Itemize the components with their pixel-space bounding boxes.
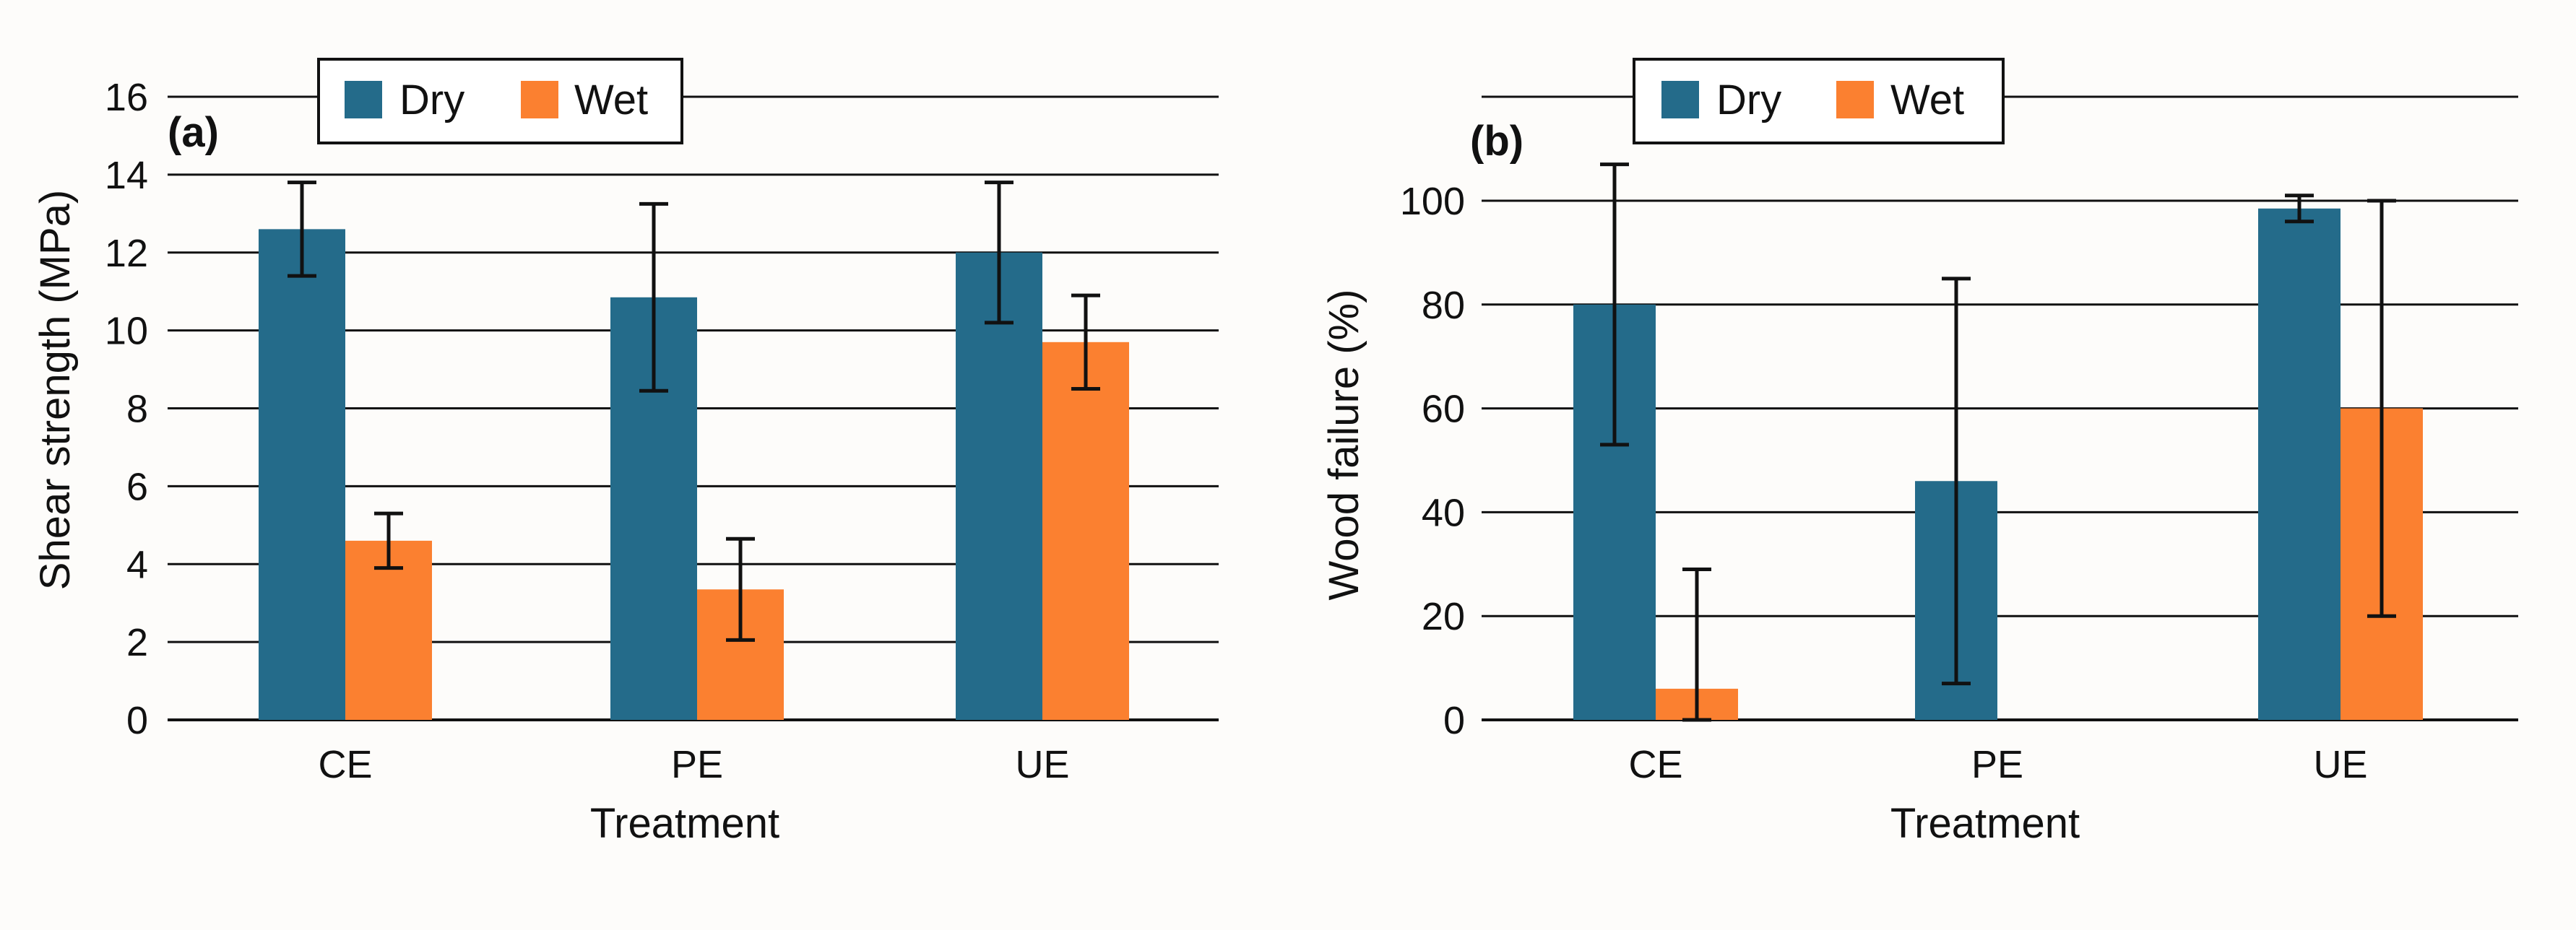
panel-b-bar-dry-ue	[2258, 208, 2341, 720]
panel-a-x-tick-labels: CE PE UE	[318, 743, 1069, 786]
panel-b-error-bars	[1600, 162, 2396, 722]
panel-a-y-tick-label: 0	[126, 699, 148, 742]
panel-a-y-axis-title: Shear strength (MPa)	[32, 190, 79, 590]
panel-a-y-tick-label: 4	[126, 543, 148, 586]
panel-b-x-tick-label: UE	[2313, 743, 2367, 786]
panel-a-x-tick-label: CE	[318, 743, 372, 786]
panel-a-error-bar-dry-pe	[639, 201, 668, 393]
panel-b-legend-swatch-dry	[1661, 81, 1699, 118]
panel-b-error-bar-wet-ce	[1682, 567, 1711, 722]
panel-b-x-tick-label: CE	[1628, 743, 1682, 786]
panel-b-y-tick-label: 0	[1443, 699, 1465, 742]
panel-a-bar-wet-ce	[345, 540, 432, 720]
panel-a-error-bar-wet-pe	[726, 536, 755, 642]
panel-a-error-bar-dry-ce	[288, 181, 316, 278]
panel-b-y-axis-title: Wood failure (%)	[1321, 290, 1367, 601]
panel-b-y-tick-labels: 0 20 40 60 80 100	[1400, 180, 1465, 742]
panel-a-legend-label-dry: Dry	[399, 77, 464, 123]
panel-a-y-tick-label: 12	[105, 232, 148, 275]
panel-b-legend-label-dry: Dry	[1716, 77, 1781, 123]
panel-b-legend-swatch-wet	[1836, 81, 1874, 118]
panel-a-error-bar-dry-ue	[985, 181, 1013, 325]
panel-b-error-bar-dry-pe	[1942, 277, 1971, 686]
panel-b-label: (b)	[1470, 118, 1523, 165]
panel-b-error-bar-dry-ue	[2285, 194, 2314, 224]
panel-b-legend: Dry Wet	[1633, 58, 2005, 144]
panel-a-x-tick-label: UE	[1015, 743, 1069, 786]
panel-a-legend-label-wet: Wet	[574, 77, 648, 123]
panel-a-x-tick-label: PE	[671, 743, 723, 786]
panel-b-y-tick-label: 40	[1422, 491, 1465, 534]
panel-b-y-tick-label: 20	[1422, 595, 1465, 638]
panel-a-bar-wet-ue	[1042, 342, 1129, 720]
panel-a-error-bars	[288, 181, 1100, 642]
panel-b-y-tick-label: 80	[1422, 284, 1465, 327]
panel-a-y-tick-label: 10	[105, 310, 148, 353]
panel-a-y-tick-label: 8	[126, 388, 148, 431]
panel-a-label: (a)	[168, 109, 219, 156]
panel-a-legend-swatch-wet	[521, 81, 558, 118]
panel-b-y-tick-label: 100	[1400, 180, 1465, 223]
panel-a-y-tick-label: 2	[126, 621, 148, 664]
panel-a-error-bar-wet-ue	[1071, 293, 1100, 391]
panel-b-x-axis-title: Treatment	[1890, 800, 2080, 847]
panel-b-chart: 0 20 40 60 80 100 CE PE UE (b) Treatment Wood f…	[1321, 58, 2518, 847]
panel-b-x-tick-labels: CE PE UE	[1628, 743, 2367, 786]
panel-a-y-tick-labels: 0 2 4 6 8 10 12 14 16	[105, 76, 148, 742]
panel-a-bar-dry-ue	[956, 252, 1042, 720]
panel-a-error-bar-wet-ce	[374, 511, 403, 570]
panel-a-bars	[259, 229, 1129, 720]
panel-a-y-tick-label: 14	[105, 154, 148, 197]
panel-a-chart: 0 2 4 6 8 10 12 14 16 CE PE UE (a) Treatment Shear…	[32, 58, 1219, 847]
panel-b-error-bar-wet-ue	[2367, 199, 2396, 618]
panel-b-x-tick-label: PE	[1971, 743, 2023, 786]
panel-a-x-axis-title: Treatment	[590, 800, 779, 847]
panel-a-legend: Dry Wet	[317, 58, 683, 144]
panel-a-legend-swatch-dry	[345, 81, 382, 118]
panel-a-bar-dry-ce	[259, 229, 345, 720]
panel-a-y-tick-label: 16	[105, 76, 148, 119]
panel-b-error-bar-dry-ce	[1600, 162, 1629, 447]
panel-a-y-tick-label: 6	[126, 465, 148, 508]
panel-b-y-tick-label: 60	[1422, 388, 1465, 431]
panel-b-legend-label-wet: Wet	[1890, 77, 1964, 123]
